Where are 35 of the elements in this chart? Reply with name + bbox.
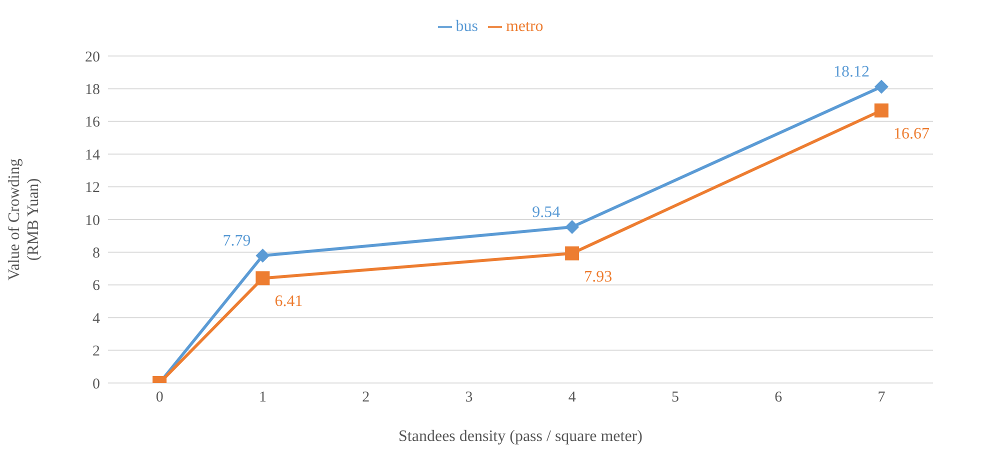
point xyxy=(565,246,580,260)
data-label: 18.12 xyxy=(833,64,870,81)
x-tick-label: 4 xyxy=(568,390,576,406)
data-label: 7.79 xyxy=(222,232,251,250)
y-tick-label: 12 xyxy=(85,180,100,196)
data-label: 6.41 xyxy=(274,293,303,310)
data-label: 9.54 xyxy=(532,204,560,222)
x-tick-label: 5 xyxy=(671,390,679,406)
y-tick-label: 14 xyxy=(85,147,100,164)
y-tick-label: 6 xyxy=(92,278,100,294)
y-tick-label: 0 xyxy=(92,376,100,392)
x-tick-label: 0 xyxy=(156,390,164,406)
x-tick-label: 7 xyxy=(878,390,886,406)
x-tick-label: 6 xyxy=(774,390,783,406)
y-tick-label: 10 xyxy=(85,212,100,229)
y-axis-title: Value of Crowding (RMB Yuan) xyxy=(6,158,42,280)
legend-label: bus xyxy=(456,18,478,35)
legend-label: metro xyxy=(506,18,544,35)
x-tick-label: 3 xyxy=(465,390,473,406)
point xyxy=(256,248,270,263)
y-tick-label: 8 xyxy=(92,246,100,262)
y-tick-label: 20 xyxy=(85,49,100,66)
x-tick-label: 2 xyxy=(362,390,370,406)
y-tick-label: 16 xyxy=(85,114,100,131)
point xyxy=(565,220,580,234)
x-axis-title: Standees density (pass / square meter) xyxy=(398,428,642,445)
data-label: 16.67 xyxy=(893,125,930,142)
data-label: 7.93 xyxy=(584,268,612,286)
point xyxy=(874,80,888,94)
x-tick-label: 1 xyxy=(258,390,266,406)
y-tick-label: 2 xyxy=(92,344,100,360)
y-tick-label: 18 xyxy=(85,82,100,98)
point xyxy=(256,271,270,286)
point xyxy=(874,103,888,118)
y-tick-label: 4 xyxy=(92,310,100,327)
